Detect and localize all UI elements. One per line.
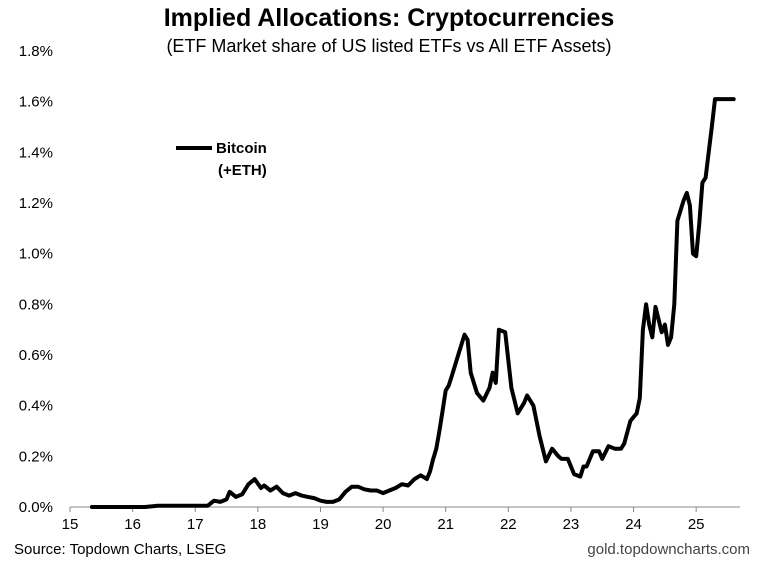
x-axis: 15 16 17 18 19 20 21 22 23 24 25 [62,506,740,533]
x-tick-label: 20 [375,516,392,533]
y-tick-label: 1.8% [19,43,53,60]
x-tick-label: 22 [500,516,517,533]
x-tick-label: 21 [437,516,454,533]
y-tick-label: 1.6% [19,94,53,111]
y-tick-label: 0.0% [19,499,53,516]
x-tick-label: 24 [625,516,642,533]
legend: Bitcoin (+ETH) [176,140,267,179]
x-tick-label: 19 [312,516,329,533]
y-tick-label: 0.6% [19,347,53,364]
legend-label: Bitcoin [216,140,267,157]
legend-label-sub: (+ETH) [218,162,267,179]
chart-subtitle: (ETF Market share of US listed ETFs vs A… [166,36,612,56]
y-tick-label: 1.4% [19,144,53,161]
y-tick-label: 0.8% [19,296,53,313]
x-tick-label: 15 [62,516,79,533]
y-tick-label: 0.2% [19,448,53,465]
series-line-bitcoin-eth [89,97,736,509]
y-tick-label: 1.0% [19,246,53,263]
y-axis: 0.0% 0.2% 0.4% 0.6% 0.8% 1.0% 1.2% 1.4% 1.6% 1.8% [19,43,53,516]
series-layer [89,97,736,509]
x-tick-label: 23 [563,516,580,533]
chart-title: Implied Allocations: Cryptocurrencies [163,4,615,32]
source-note: Source: Topdown Charts, LSEG [14,541,227,558]
website-link[interactable]: gold.topdowncharts.com [587,541,750,558]
line-chart: 0.0% 0.2% 0.4% 0.6% 0.8% 1.0% 1.2% 1.4% 1.6% 1.8%… [19,43,740,533]
x-tick-label: 16 [124,516,141,533]
x-tick-label: 17 [187,516,204,533]
y-tick-label: 0.4% [19,398,53,415]
x-tick-label: 25 [688,516,705,533]
x-tick-label: 18 [250,516,267,533]
y-tick-label: 1.2% [19,195,53,212]
